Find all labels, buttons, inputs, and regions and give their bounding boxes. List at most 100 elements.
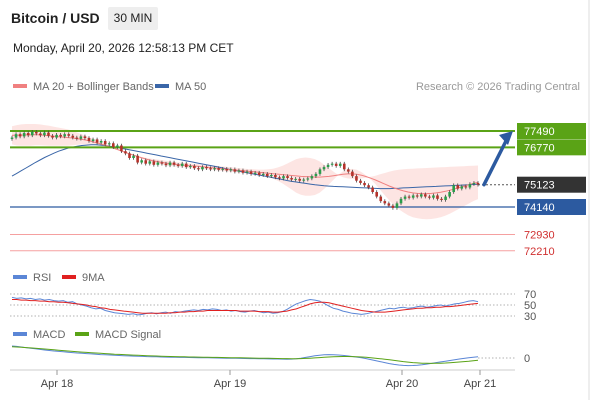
candle-body-111 — [460, 186, 464, 189]
rsi-legend: RSI 9MA — [13, 272, 105, 284]
candle-body-6 — [35, 131, 38, 134]
candle-body-94 — [391, 205, 395, 208]
candle-body-110 — [456, 185, 460, 189]
macd-legend-swatch — [13, 332, 27, 336]
candle-body-108 — [448, 192, 451, 197]
ma20-legend-swatch — [13, 84, 27, 88]
candle-body-64 — [270, 175, 273, 177]
candle-body-100 — [415, 195, 419, 197]
candle-body-102 — [424, 194, 427, 197]
support-label-2: 74140 — [524, 202, 555, 214]
instrument-title: Bitcoin / USD — [11, 10, 100, 26]
macd-line — [11, 345, 479, 367]
chart-header: Bitcoin / USD 30 MIN — [0, 0, 590, 36]
bollinger-band-area — [12, 124, 478, 220]
candle-body-74 — [310, 176, 314, 179]
candle-body-35 — [152, 161, 156, 165]
time-tick-label-1: Apr 19 — [214, 378, 246, 390]
candle-body-41 — [176, 164, 180, 166]
candle-body-31 — [136, 155, 139, 163]
rsi-legend-swatch — [13, 275, 27, 279]
rsi-tick-0: 70 — [524, 289, 536, 301]
datetime-label: Monday, April 20, 2026 12:58:13 PM CET — [13, 41, 234, 55]
rsi-line — [11, 296, 479, 316]
candle-body-39 — [168, 162, 172, 166]
candle-body-62 — [261, 173, 265, 176]
candle-body-32 — [140, 160, 143, 163]
candle-body-112 — [464, 186, 468, 188]
candle-body-104 — [432, 195, 435, 198]
ma50-line — [11, 144, 479, 190]
candle-body-59 — [249, 171, 253, 174]
candle-body-91 — [379, 196, 383, 202]
candle-body-85 — [355, 176, 358, 181]
candle-body-8 — [43, 132, 46, 136]
candle-body-86 — [359, 180, 362, 183]
candle-body-56 — [237, 170, 241, 172]
candle-body-27 — [120, 145, 123, 152]
bollinger-bands — [12, 124, 478, 220]
candle-body-106 — [440, 198, 443, 200]
ma20-legend-label: MA 20 + Bollinger Bands — [33, 81, 154, 93]
forecast-arrow-shaft — [482, 135, 510, 187]
watermark: Research © 2026 Trading Central — [416, 81, 580, 93]
candle-body-30 — [132, 155, 135, 158]
candle-body-14 — [67, 134, 71, 136]
candle-body-75 — [314, 173, 318, 177]
candle-body-87 — [363, 182, 366, 186]
macd-panel: 0 — [11, 345, 530, 367]
candle-body-99 — [411, 195, 415, 198]
candle-body-10 — [51, 135, 54, 138]
current-price-bg — [517, 176, 586, 193]
candle-body-57 — [241, 170, 245, 173]
candle-body-50 — [213, 168, 216, 170]
candle-body-54 — [229, 169, 233, 171]
forecast-arrow — [482, 131, 513, 187]
candle-body-33 — [144, 160, 148, 164]
current-price-label: 75123 — [524, 180, 555, 192]
candle-body-1 — [14, 134, 18, 138]
candle-body-15 — [71, 135, 75, 138]
macd-tick-0: 0 — [524, 353, 530, 365]
candle-body-113 — [468, 184, 472, 188]
price-axis-labels: 77490 76770 74140 72930 72210 75123 — [478, 123, 586, 258]
candle-body-77 — [322, 167, 326, 170]
candle-body-43 — [184, 163, 188, 168]
candle-body-103 — [428, 196, 431, 198]
candle-body-19 — [87, 138, 91, 141]
candle-body-42 — [180, 163, 184, 166]
candle-body-97 — [403, 196, 407, 199]
support-label-bg-2 — [517, 199, 586, 215]
candle-body-20 — [91, 139, 95, 141]
candle-body-29 — [128, 153, 131, 158]
candle-body-3 — [22, 133, 26, 137]
candle-body-0 — [10, 137, 14, 139]
candle-body-53 — [225, 168, 229, 171]
candle-body-12 — [59, 134, 62, 137]
candle-body-72 — [302, 179, 306, 181]
candle-body-47 — [201, 167, 204, 170]
candle-body-92 — [383, 201, 387, 204]
candle-body-73 — [306, 178, 310, 180]
candle-body-70 — [294, 178, 297, 180]
candle-body-36 — [156, 162, 160, 165]
candle-body-109 — [452, 185, 455, 193]
moving-averages — [11, 134, 479, 195]
candle-body-16 — [75, 137, 79, 139]
forecast-arrow-head — [499, 131, 513, 145]
timeframe-button[interactable]: 30 MIN — [108, 7, 158, 30]
candle-body-67 — [282, 176, 285, 179]
price-legend: MA 20 + Bollinger Bands MA 50 Research ©… — [13, 81, 580, 93]
candle-body-115 — [476, 182, 480, 185]
candle-body-90 — [375, 192, 378, 197]
rsi-tick-2: 30 — [524, 311, 536, 323]
candle-body-55 — [233, 169, 237, 172]
resistance-label-bg-1 — [517, 139, 586, 156]
macd-signal-legend-swatch — [75, 332, 89, 336]
macd-signal-legend-label: MACD Signal — [95, 329, 161, 341]
support-red-label-4: 72210 — [524, 246, 555, 258]
candle-body-22 — [99, 140, 103, 143]
time-tick-label-3: Apr 21 — [464, 378, 496, 390]
candle-body-81 — [338, 163, 342, 166]
candle-body-48 — [205, 167, 208, 169]
